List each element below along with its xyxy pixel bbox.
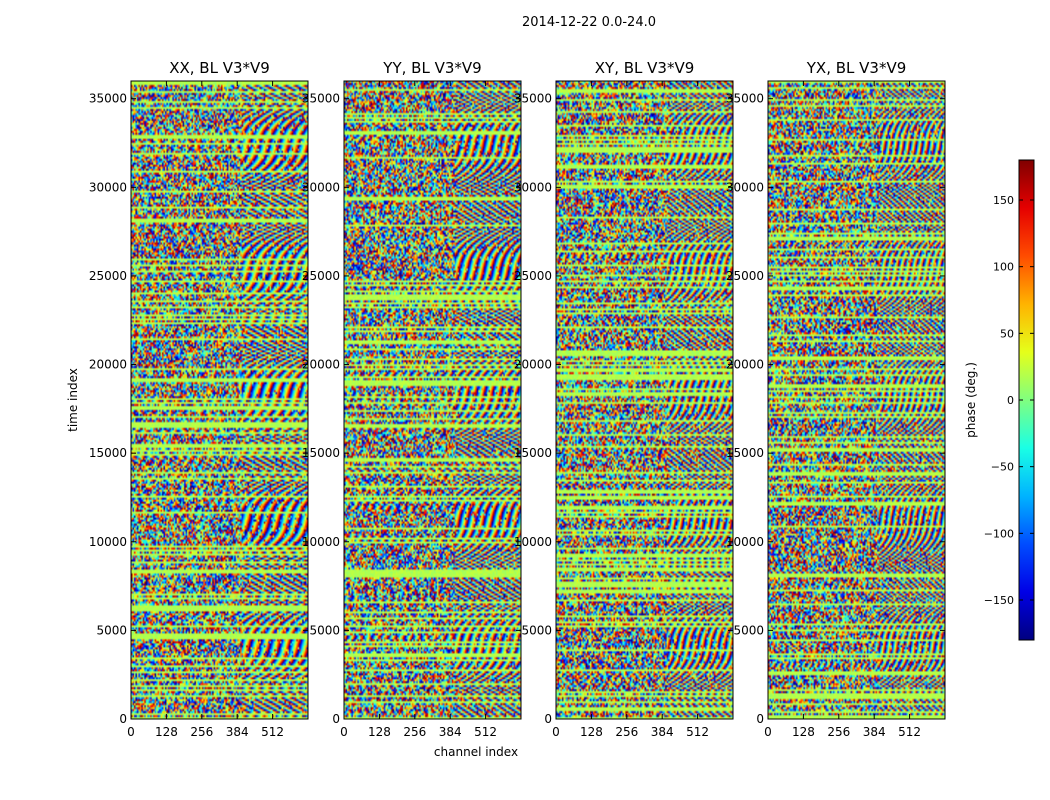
y-tick-label: 5000: [733, 623, 764, 637]
y-tick-label: 0: [119, 712, 127, 726]
panel-title: YY, BL V3*V9: [382, 59, 481, 77]
colorbar: 150 100 50 0 −50 −100 −150: [984, 159, 1035, 641]
x-tick-label: 128: [368, 725, 391, 739]
panel-title: XY, BL V3*V9: [595, 59, 695, 77]
x-tick-label: 512: [686, 725, 709, 739]
x-tick-label: 384: [226, 725, 249, 739]
x-tick-label: 128: [580, 725, 603, 739]
axes-frame: [343, 80, 522, 720]
colorbar-label: phase (deg.): [964, 362, 978, 438]
y-tick-label: 15000: [726, 446, 764, 460]
colorbar-tick-label: −100: [984, 527, 1014, 540]
y-tick-label: 0: [544, 712, 552, 726]
y-tick-label: 25000: [514, 269, 552, 283]
x-tick-label: 256: [615, 725, 638, 739]
phase-heatmap-image: [344, 81, 521, 719]
x-tick-label: 0: [764, 725, 772, 739]
colorbar-tick-label: −150: [984, 594, 1014, 607]
x-tick-label: 128: [155, 725, 178, 739]
x-tick-label: 384: [439, 725, 462, 739]
y-tick-label: 10000: [514, 535, 552, 549]
y-tick-label: 25000: [89, 269, 127, 283]
y-tick-label: 30000: [89, 180, 127, 194]
panel-title: XX, BL V3*V9: [169, 59, 270, 77]
y-tick-label: 15000: [514, 446, 552, 460]
x-tick-label: 384: [863, 725, 886, 739]
colorbar-tick-label: 50: [1000, 327, 1014, 340]
y-tick-label: 20000: [726, 358, 764, 372]
x-tick-label: 256: [190, 725, 213, 739]
x-tick-label: 512: [261, 725, 284, 739]
x-tick-label: 0: [552, 725, 560, 739]
y-tick-label: 25000: [302, 269, 340, 283]
y-tick-label: 5000: [309, 623, 340, 637]
x-tick-label: 384: [651, 725, 674, 739]
x-tick-label: 512: [474, 725, 497, 739]
x-tick-label: 256: [827, 725, 850, 739]
x-tick-label: 128: [792, 725, 815, 739]
y-tick-label: 15000: [302, 446, 340, 460]
y-tick-label: 15000: [89, 446, 127, 460]
axes-frame: [767, 80, 946, 720]
y-tick-label: 30000: [726, 180, 764, 194]
y-tick-label: 10000: [89, 535, 127, 549]
y-axis-label: time index: [66, 368, 80, 432]
y-tick-label: 0: [756, 712, 764, 726]
y-tick-label: 10000: [726, 535, 764, 549]
heatmap-panel-3: XY, BL V3*V9 0 128 256 384 512 0 5000 10000 15000…: [514, 59, 734, 739]
figure-suptitle: 2014-12-22 0.0-24.0: [522, 15, 656, 30]
x-tick-label: 0: [340, 725, 348, 739]
y-tick-label: 35000: [514, 92, 552, 106]
heatmap-panel-1: XX, BL V3*V9 0 128 256 384 512 0 5000 10000 15000…: [89, 59, 309, 739]
phase-heatmap-image: [131, 81, 308, 719]
colorbar-tick-label: 0: [1007, 394, 1014, 407]
y-tick-label: 25000: [726, 269, 764, 283]
panel-title: YX, BL V3*V9: [806, 59, 907, 77]
y-tick-label: 20000: [89, 358, 127, 372]
heatmap-panels: XX, BL V3*V9 0 128 256 384 512 0 5000 10000 15000…: [89, 59, 946, 739]
x-tick-label: 0: [127, 725, 135, 739]
axes-frame: [555, 80, 734, 720]
x-axis-label: channel index: [434, 745, 518, 759]
axes-frame: [130, 80, 309, 720]
y-tick-label: 5000: [96, 623, 127, 637]
phase-heatmap-image: [556, 81, 733, 719]
y-tick-label: 35000: [302, 92, 340, 106]
y-tick-label: 0: [332, 712, 340, 726]
y-tick-label: 10000: [302, 535, 340, 549]
heatmap-panel-4: YX, BL V3*V9 0 128 256 384 512 0 5000 10000 15000…: [726, 59, 946, 739]
y-tick-label: 20000: [514, 358, 552, 372]
y-tick-label: 30000: [302, 180, 340, 194]
y-tick-label: 5000: [521, 623, 552, 637]
phase-heatmap-image: [768, 81, 945, 719]
colorbar-tick-label: 150: [993, 194, 1014, 207]
x-tick-label: 512: [898, 725, 921, 739]
colorbar-tick-label: 100: [993, 261, 1014, 274]
x-tick-label: 256: [403, 725, 426, 739]
y-tick-label: 35000: [726, 92, 764, 106]
y-tick-label: 20000: [302, 358, 340, 372]
colorbar-tick-label: −50: [991, 461, 1014, 474]
y-tick-label: 35000: [89, 92, 127, 106]
heatmap-panel-2: YY, BL V3*V9 0 128 256 384 512 0 5000 10000 15000…: [302, 59, 522, 739]
y-tick-label: 30000: [514, 180, 552, 194]
